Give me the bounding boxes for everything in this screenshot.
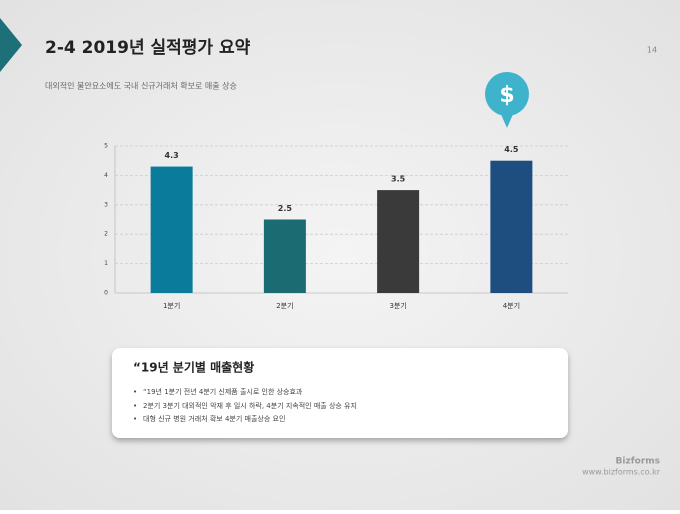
subtitle: 대외적인 불안요소에도 국내 신규거래처 확보로 매출 상승 <box>45 81 237 91</box>
y-tick-label: 3 <box>104 201 108 208</box>
bar <box>263 219 306 293</box>
brand: Bizforms <box>616 457 660 467</box>
icon-pin <box>500 112 514 128</box>
icon-symbol: $ <box>499 83 514 108</box>
bullet-dot: • <box>133 415 137 423</box>
y-tick-label: 5 <box>104 143 108 150</box>
y-tick-label: 0 <box>104 290 108 297</box>
value-label: 2.5 <box>278 204 293 213</box>
bullet-dot: • <box>133 388 137 396</box>
bullet-dot: • <box>133 402 137 410</box>
bar <box>150 166 193 293</box>
bullet: 2분기 3분기 대외적인 악재 후 일시 하락, 4분기 지속적인 매출 상승 … <box>143 401 357 410</box>
x-tick-label: 4분기 <box>503 301 520 310</box>
value-label: 3.5 <box>391 175 406 184</box>
y-tick-label: 4 <box>104 172 108 179</box>
slide-title: 2-4 2019년 실적평가 요약 <box>45 37 251 58</box>
x-tick-label: 1분기 <box>163 301 180 310</box>
bar <box>490 160 533 293</box>
brand-url: www.bizforms.co.kr <box>582 468 661 477</box>
bullet: 대형 신규 병원 거래처 확보 4분기 매출상승 요인 <box>143 414 285 423</box>
chart: 0 1 2 3 4 5 1분기 4.3 2분기 2.5 3분기 3.5 4분기 4.5 <box>104 143 568 310</box>
bar <box>377 190 420 293</box>
summary-title: “19년 분기별 매출현황 <box>133 360 254 375</box>
dollar-icon: $ <box>485 72 529 128</box>
icon-circle <box>485 72 529 116</box>
corner-accent <box>0 18 22 72</box>
value-label: 4.3 <box>165 151 179 160</box>
y-tick-label: 2 <box>104 231 108 238</box>
summary-box <box>112 348 568 438</box>
bullet: “19년 1분기 전년 4분기 신제품 출시로 인한 상승효과 <box>143 387 303 396</box>
x-tick-label: 3분기 <box>389 301 406 310</box>
x-tick-label: 2분기 <box>276 301 293 310</box>
bullet-list: • “19년 1분기 전년 4분기 신제품 출시로 인한 상승효과 • 2분기 … <box>133 387 357 423</box>
value-label: 4.5 <box>504 145 519 154</box>
y-tick-label: 1 <box>104 260 108 267</box>
page-number: 14 <box>647 46 657 55</box>
